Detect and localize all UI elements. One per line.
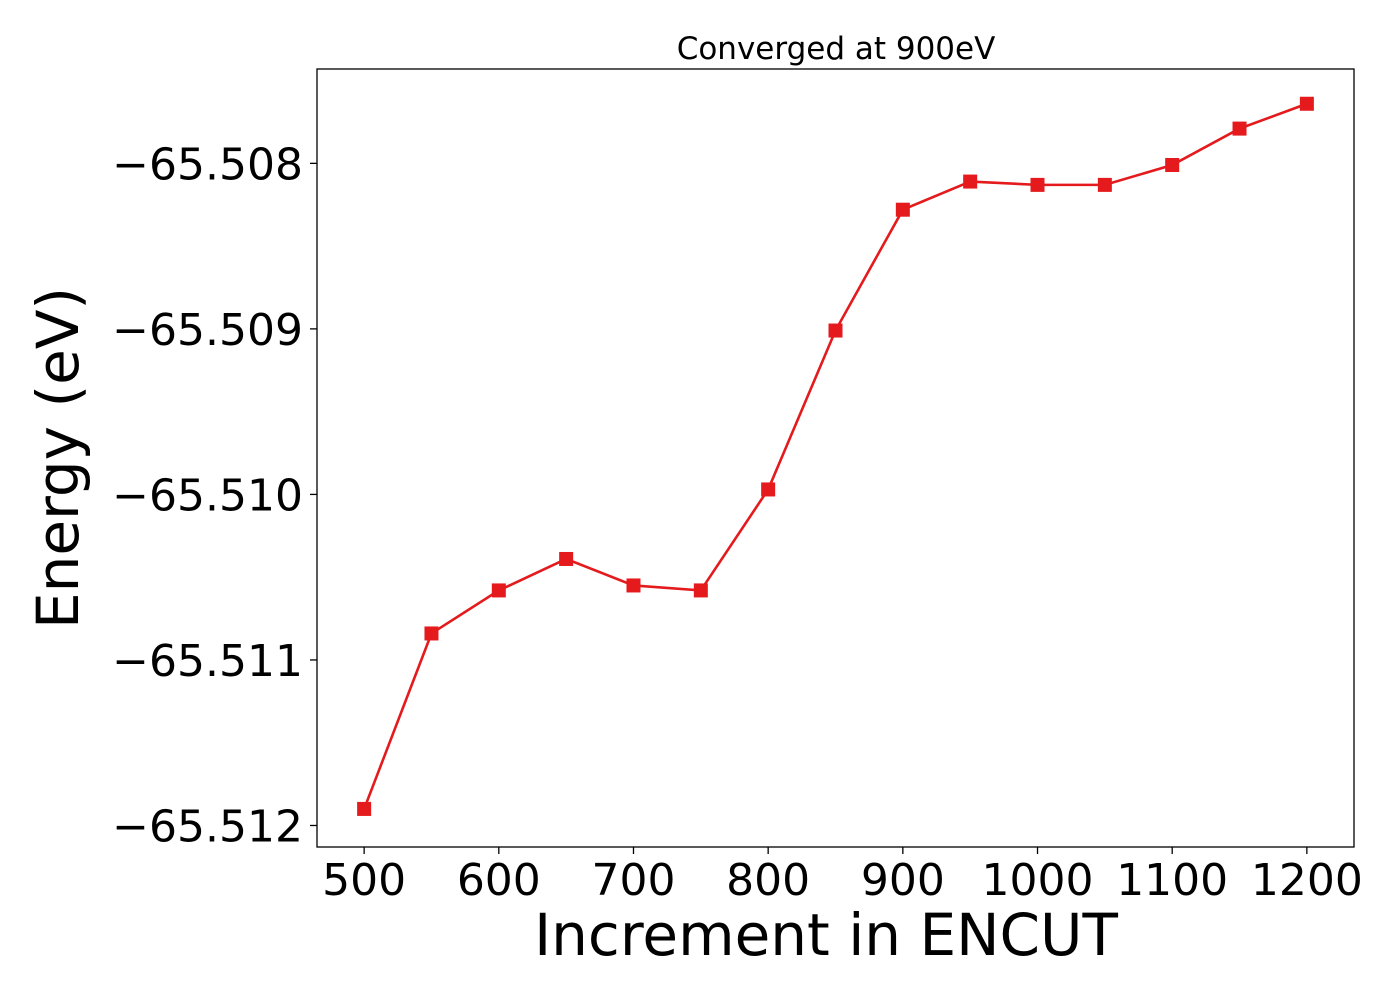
x-tick-label: 500: [322, 855, 406, 906]
x-tick-label: 700: [591, 855, 675, 906]
y-tick-label: −65.508: [112, 139, 303, 190]
data-point-marker: [1165, 158, 1180, 173]
y-tick-label: −65.511: [112, 636, 303, 687]
plot-area: 500 600 700 800 900 1000 1100 1200 −65.508−65.5…: [112, 68, 1363, 906]
data-point-marker: [559, 551, 574, 566]
data-point-marker: [357, 801, 372, 816]
series-line: [362, 102, 1308, 810]
x-axis-label: Increment in ENCUT: [534, 901, 1118, 969]
y-tick-label: −65.509: [112, 305, 303, 356]
data-point-marker: [963, 174, 978, 189]
x-tick-label: 1000: [982, 855, 1094, 906]
data-point-marker: [1299, 96, 1314, 111]
y-tick-label: −65.510: [112, 470, 303, 521]
data-point-marker: [491, 583, 506, 598]
data-point-marker: [1030, 177, 1045, 192]
x-tick-label: 1100: [1116, 855, 1228, 906]
data-point-marker: [828, 323, 843, 338]
x-axis: 500 600 700 800 900 1000 1100 1200: [322, 847, 1363, 906]
series-layer: [357, 96, 1314, 816]
data-point-marker: [1232, 121, 1247, 136]
data-point-marker: [424, 626, 439, 641]
y-axis-label: Energy (eV): [24, 287, 92, 629]
data-point-marker: [761, 482, 776, 497]
data-point-marker: [1097, 177, 1112, 192]
x-tick-label: 600: [457, 855, 541, 906]
data-point-marker: [626, 578, 641, 593]
x-tick-label: 800: [726, 855, 810, 906]
data-point-marker: [895, 202, 910, 217]
plot-frame: [316, 68, 1355, 848]
x-tick-label: 900: [861, 855, 945, 906]
chart-title: Converged at 900eV: [677, 31, 996, 67]
data-point-marker: [693, 583, 708, 598]
y-tick-label: −65.512: [112, 801, 303, 852]
x-tick-label: 1200: [1251, 855, 1363, 906]
y-axis: −65.508 −65.509 −65.510 −65.511 −65.512: [112, 139, 317, 852]
